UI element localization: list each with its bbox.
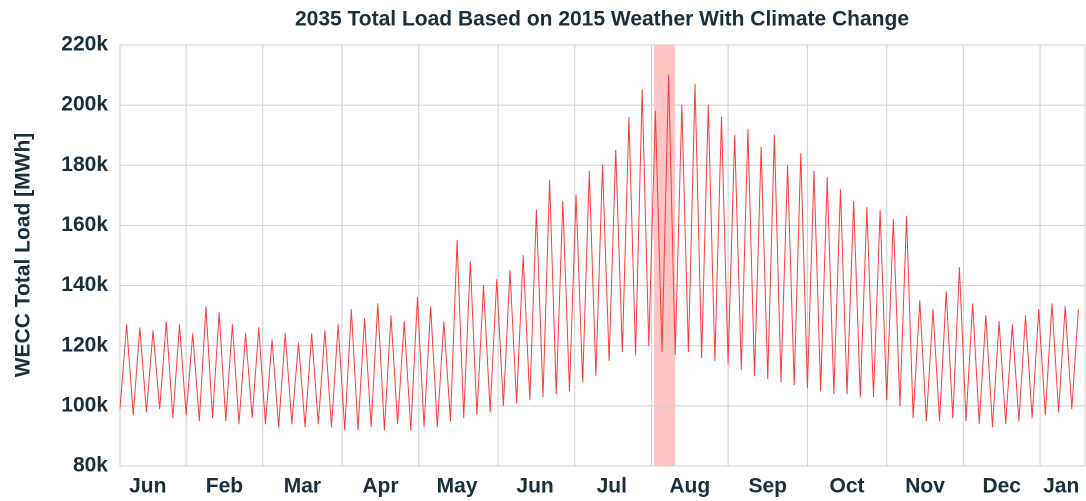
x-tick-label: Jul [597,475,627,498]
y-tick-label: 140k [61,273,108,296]
y-tick-label: 100k [61,393,108,416]
x-tick-label: Mar [284,475,321,498]
x-tick-label: Nov [905,475,945,498]
x-tick-label: Apr [362,475,398,498]
y-tick-label: 160k [61,213,108,236]
x-tick-label: May [437,475,478,498]
x-tick-label: Jun [516,475,553,498]
y-axis-label: WECC Total Load [MWh] [12,133,35,378]
y-tick-label: 120k [61,333,108,356]
x-tick-label: Sep [748,475,787,498]
x-tick-label: Jan [1043,475,1079,498]
x-tick-label: Jun [129,475,166,498]
x-tick-label: Aug [669,475,710,498]
y-tick-label: 80k [73,454,108,477]
y-tick-label: 180k [61,153,108,176]
y-tick-label: 220k [61,33,108,56]
chart-title: 2035 Total Load Based on 2015 Weather Wi… [295,8,909,31]
x-tick-label: Feb [206,475,243,498]
x-tick-label: Oct [830,475,865,498]
x-tick-label: Dec [982,475,1021,498]
load-line [119,74,1079,431]
y-tick-label: 200k [61,93,108,116]
